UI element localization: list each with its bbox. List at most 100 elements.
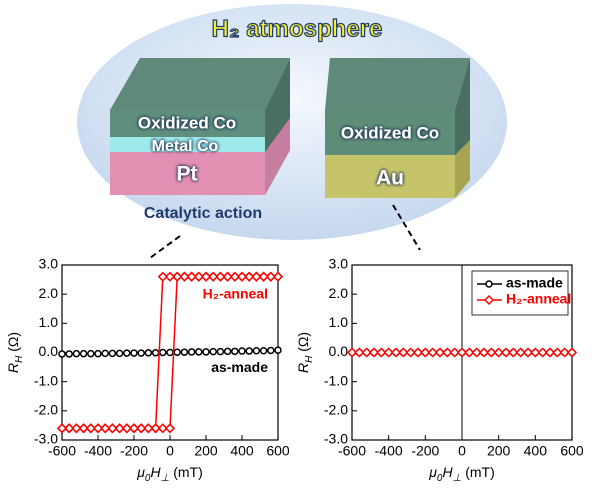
marker bbox=[251, 271, 262, 282]
connector bbox=[149, 235, 181, 259]
marker bbox=[258, 271, 269, 282]
marker bbox=[65, 350, 73, 358]
x-tick-label: 600 bbox=[560, 443, 584, 459]
metal-layer bbox=[110, 137, 265, 152]
axis-label-part: H bbox=[304, 355, 315, 363]
marker bbox=[265, 271, 276, 282]
axis-label: μ0H⊥ (mT) bbox=[136, 464, 203, 484]
marker bbox=[478, 347, 490, 358]
marker bbox=[493, 347, 504, 358]
legend-label: as-made bbox=[506, 275, 563, 291]
marker bbox=[552, 347, 563, 358]
marker bbox=[172, 271, 183, 282]
y-tick-label: 2.0 bbox=[39, 285, 59, 301]
marker bbox=[368, 347, 380, 358]
marker bbox=[107, 423, 118, 434]
marker bbox=[390, 347, 402, 358]
x-tick-label: -200 bbox=[120, 443, 148, 459]
marker bbox=[267, 346, 275, 355]
series-label: H₂-anneal bbox=[203, 285, 268, 301]
marker bbox=[449, 347, 460, 358]
marker bbox=[464, 347, 475, 358]
side-face bbox=[265, 118, 290, 195]
axis-label-part: ⊥ bbox=[161, 473, 170, 484]
marker bbox=[150, 423, 161, 434]
marker bbox=[121, 423, 132, 434]
pt-layer bbox=[110, 152, 265, 195]
marker bbox=[354, 347, 365, 358]
marker bbox=[157, 271, 168, 282]
marker bbox=[383, 347, 394, 358]
chart: -3.0 -2.0 -1.0 0.0 1.0 2.0 3.0 -600 -400 -200 0 200… bbox=[295, 256, 584, 484]
x-tick-label: 200 bbox=[194, 443, 218, 459]
marker bbox=[508, 347, 519, 358]
marker bbox=[500, 347, 512, 358]
marker bbox=[179, 271, 190, 282]
axis-label-part: H bbox=[150, 464, 161, 480]
axis-label-part: 0 bbox=[145, 473, 151, 484]
marker bbox=[92, 423, 104, 434]
layer-label: Au bbox=[376, 167, 404, 190]
marker bbox=[274, 346, 282, 354]
marker bbox=[515, 347, 526, 358]
marker bbox=[405, 347, 416, 358]
marker bbox=[87, 349, 95, 358]
marker bbox=[166, 348, 174, 357]
marker bbox=[108, 349, 117, 358]
axis-label: RH (Ω) bbox=[5, 332, 25, 373]
marker bbox=[193, 271, 204, 282]
marker bbox=[272, 271, 284, 282]
layer-label: Oxidized Co bbox=[341, 123, 439, 142]
y-tick-label: 0.0 bbox=[39, 343, 59, 359]
marker bbox=[151, 349, 160, 357]
chart: -3.0 -2.0 -1.0 0.0 1.0 2.0 3.0 -600 -400 -200 0 200… bbox=[5, 256, 290, 484]
marker bbox=[100, 423, 111, 434]
layer-label: Oxidized Co bbox=[138, 113, 236, 132]
x-tick-label: 200 bbox=[487, 443, 511, 459]
marker bbox=[215, 271, 226, 282]
x-tick-label: 600 bbox=[266, 443, 290, 459]
diagram: H₂ atmosphere Oxidized Co Metal Co Pt Ca… bbox=[77, 4, 507, 259]
marker bbox=[144, 349, 153, 357]
marker bbox=[128, 423, 140, 434]
y-tick-label: 3.0 bbox=[39, 256, 59, 272]
axis-label-part: H bbox=[14, 355, 25, 363]
series-label: as-made bbox=[211, 359, 268, 375]
marker bbox=[85, 423, 96, 434]
axis-label-part: μ bbox=[428, 464, 437, 480]
marker bbox=[346, 347, 358, 358]
marker bbox=[231, 347, 239, 356]
marker bbox=[245, 347, 253, 355]
marker bbox=[200, 271, 212, 282]
marker bbox=[64, 423, 75, 434]
marker bbox=[223, 347, 232, 356]
y-tick-label: -3.0 bbox=[34, 431, 58, 447]
y-tick-label: 2.0 bbox=[329, 285, 349, 301]
marker bbox=[361, 347, 372, 358]
marker bbox=[159, 348, 167, 357]
marker bbox=[180, 348, 189, 356]
marker bbox=[143, 423, 154, 434]
marker bbox=[136, 423, 147, 434]
top-face bbox=[325, 58, 470, 110]
marker bbox=[486, 347, 497, 358]
layer-label: Pt bbox=[177, 163, 198, 186]
legend-marker bbox=[485, 280, 493, 288]
au-layer bbox=[325, 155, 455, 198]
marker bbox=[123, 349, 131, 357]
x-tick-label: -200 bbox=[411, 443, 439, 459]
x-tick-label: -400 bbox=[375, 443, 403, 459]
marker bbox=[58, 350, 66, 358]
marker bbox=[530, 347, 541, 358]
marker bbox=[72, 349, 81, 358]
marker bbox=[186, 271, 197, 282]
axis-label-part: (mT) bbox=[169, 464, 202, 480]
top-face bbox=[110, 58, 290, 110]
marker bbox=[94, 349, 102, 358]
marker bbox=[522, 347, 534, 358]
legend-marker bbox=[483, 294, 495, 306]
axis-label-part: (Ω) bbox=[295, 332, 311, 356]
marker bbox=[238, 347, 246, 355]
marker bbox=[376, 347, 387, 358]
